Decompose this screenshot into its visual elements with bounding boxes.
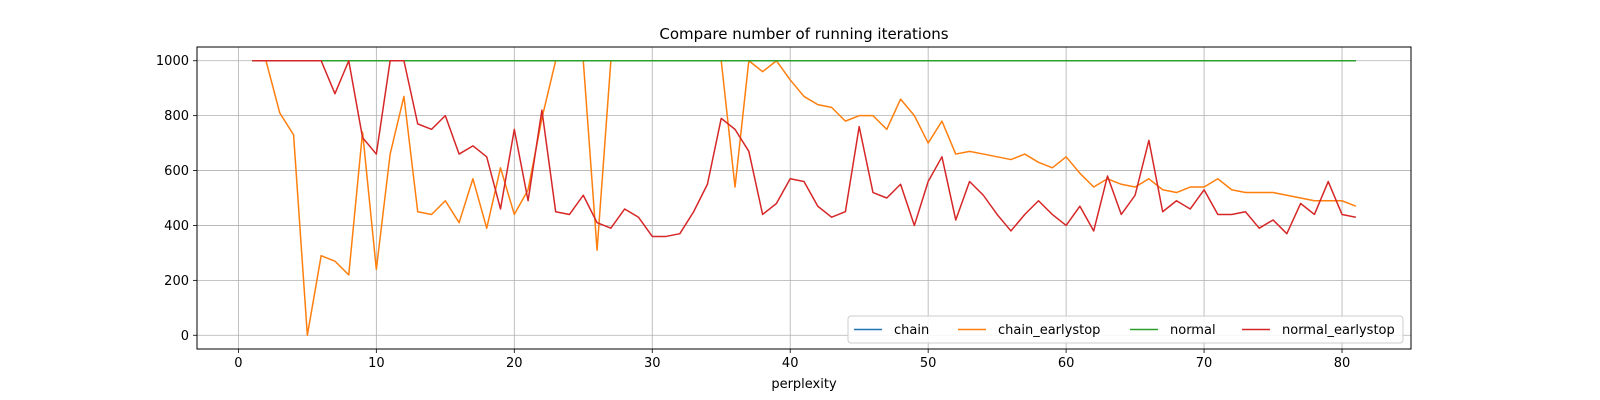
legend: chain chain_earlystop normal normal_earlyst… (847, 315, 1404, 344)
legend-label: chain (894, 323, 929, 338)
x-tick-label: 20 (506, 356, 523, 371)
legend-label: normal (1170, 323, 1216, 338)
chart-title: Compare number of running iterations (659, 25, 948, 43)
legend-box (847, 315, 1404, 344)
x-tick-label: 50 (920, 356, 937, 371)
x-tick-label: 80 (1334, 356, 1351, 371)
legend-label: normal_earlystop (1282, 323, 1395, 338)
y-tick-label: 800 (164, 109, 189, 124)
series-line-chain-earlystop (252, 59, 1357, 337)
y-tick-label: 200 (164, 274, 189, 289)
y-tick-label: 1000 (156, 54, 189, 69)
x-axis-label: perplexity (771, 377, 837, 392)
plot-frame (196, 46, 1412, 350)
series-layer (252, 59, 1357, 337)
legend-label: chain_earlystop (998, 323, 1100, 338)
x-tick-label: 60 (1058, 356, 1075, 371)
y-tick-label: 400 (164, 219, 189, 234)
y-tick-label: 0 (181, 329, 189, 344)
x-tick-label: 0 (234, 356, 242, 371)
x-tick-label: 10 (368, 356, 385, 371)
x-tick-label: 30 (644, 356, 661, 371)
series-line-normal-earlystop (252, 59, 1356, 238)
x-tick-label: 40 (782, 356, 799, 371)
x-tick-label: 70 (1196, 356, 1213, 371)
y-tick-label: 600 (164, 164, 189, 179)
